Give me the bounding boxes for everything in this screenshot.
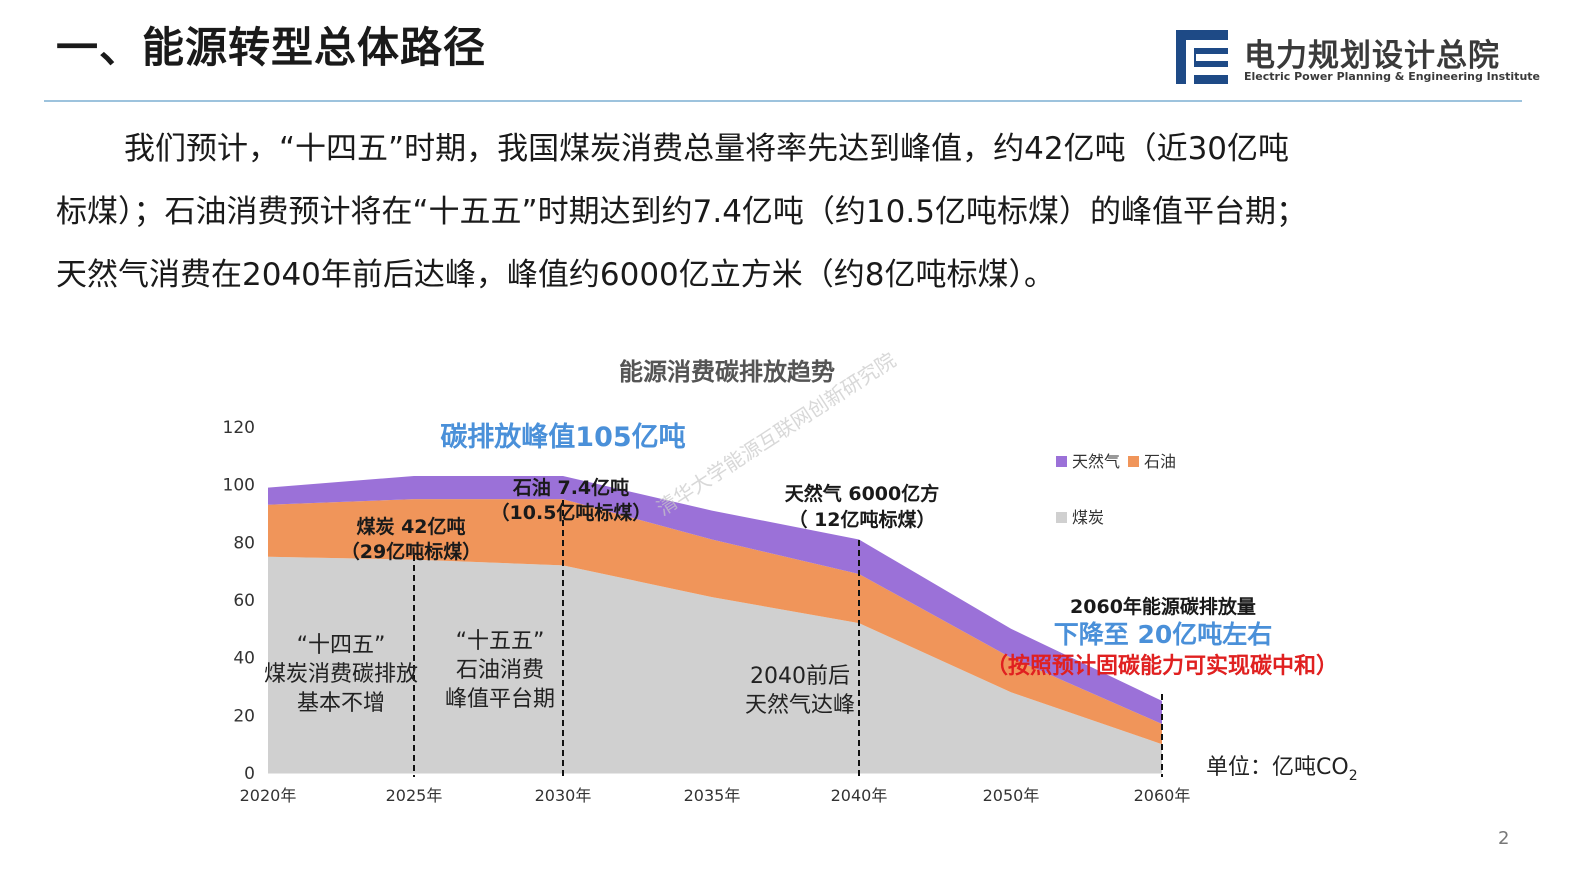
legend-swatch (1128, 456, 1139, 467)
target-2060-value: 下降至 20亿吨左右 (1054, 620, 1273, 649)
area-series-1 (268, 499, 1162, 745)
target-2060-note: （按照预计固碳能力可实现碳中和） (986, 653, 1338, 679)
period-1-annotation: 煤炭消费碳排放 (264, 662, 418, 687)
period-3-annotation: 2040前后 (750, 664, 850, 689)
legend-swatch (1056, 456, 1067, 467)
logo-mark-icon (1176, 30, 1228, 84)
peak-annotation: 碳排放峰值105亿吨 (440, 421, 685, 453)
legend-label: 石油 (1144, 452, 1176, 471)
period-2-annotation: “十五五” (456, 629, 545, 654)
oil-peak-annotation: 石油 7.4亿吨 (512, 476, 629, 499)
coal-peak-annotation: 煤炭 42亿吨 (356, 515, 465, 538)
period-2-annotation: 峰值平台期 (445, 687, 555, 712)
x-tick-label: 2025年 (386, 786, 443, 805)
area-series-0 (268, 556, 1162, 773)
header-divider (44, 100, 1522, 102)
x-tick-label: 2035年 (684, 786, 741, 805)
chart-title: 能源消费碳排放趋势 (619, 358, 835, 386)
x-tick-label: 2040年 (831, 786, 888, 805)
paragraph-line: 我们预计，“十四五”时期，我国煤炭消费总量将率先达到峰值，约42亿吨（近30亿吨 (124, 131, 1290, 167)
period-3-annotation: 天然气达峰 (745, 693, 855, 718)
x-tick-label: 2060年 (1134, 786, 1191, 805)
coal-peak-annotation: （29亿吨标煤） (341, 540, 481, 563)
gas-peak-annotation: （ 12亿吨标煤） (788, 508, 935, 531)
y-tick-label: 120 (223, 418, 255, 438)
x-tick-label: 2030年 (535, 786, 592, 805)
gas-peak-annotation: 天然气 6000亿方 (785, 482, 940, 505)
period-2-annotation: 石油消费 (456, 658, 544, 683)
x-tick-label: 2050年 (983, 786, 1040, 805)
y-tick-label: 40 (233, 649, 255, 669)
target-2060-title: 2060年能源碳排放量 (1070, 595, 1256, 618)
paragraph-line: 标煤）；石油消费预计将在“十五五”时期达到约7.4亿吨（约10.5亿吨标煤）的峰… (56, 194, 1307, 230)
oil-peak-annotation: （10.5亿吨标煤） (491, 501, 652, 524)
page-title: 一、能源转型总体路径 (56, 23, 487, 72)
x-tick-label: 2020年 (240, 786, 297, 805)
y-tick-label: 100 (223, 476, 255, 496)
unit-label: 单位：亿吨CO2 (1206, 755, 1358, 784)
legend-label: 煤炭 (1072, 508, 1104, 527)
y-tick-label: 80 (233, 533, 255, 553)
y-tick-label: 0 (244, 764, 255, 784)
logo-english-name: Electric Power Planning & Engineering In… (1244, 70, 1540, 83)
area-series-2 (268, 476, 1162, 724)
y-tick-label: 20 (233, 706, 255, 726)
y-tick-label: 60 (233, 591, 255, 611)
page-number: 2 (1498, 828, 1510, 849)
institute-logo: 电力规划设计总院 Electric Power Planning & Engin… (1176, 30, 1540, 90)
paragraph-line: 天然气消费在2040年前后达峰，峰值约6000亿立方米（约8亿吨标煤）。 (56, 257, 1056, 293)
legend-label: 天然气 (1072, 452, 1120, 471)
period-1-annotation: “十四五” (297, 633, 386, 658)
period-1-annotation: 基本不增 (297, 691, 385, 716)
legend-swatch (1056, 512, 1067, 523)
summary-paragraph: 我们预计，“十四五”时期，我国煤炭消费总量将率先达到峰值，约42亿吨（近30亿吨… (56, 118, 1516, 307)
logo-chinese-name: 电力规划设计总院 (1244, 38, 1500, 74)
